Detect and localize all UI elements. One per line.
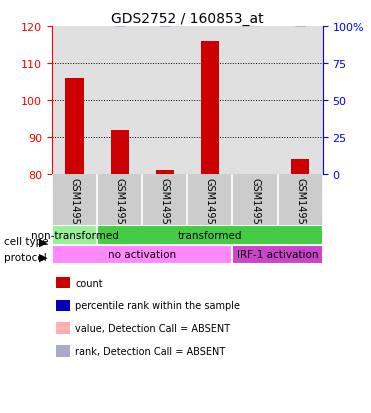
- Text: rank, Detection Call = ABSENT: rank, Detection Call = ABSENT: [75, 346, 226, 356]
- Bar: [52, 225, 97, 245]
- Text: GSM149570: GSM149570: [160, 177, 170, 236]
- Bar: [233, 245, 323, 264]
- Text: ▶: ▶: [39, 252, 47, 262]
- Bar: [156, 171, 174, 175]
- Text: no activation: no activation: [108, 249, 176, 260]
- Text: GSM149572: GSM149572: [115, 177, 125, 236]
- Bar: [97, 225, 323, 245]
- Text: ▶: ▶: [39, 237, 47, 247]
- Text: percentile rank within the sample: percentile rank within the sample: [75, 301, 240, 311]
- Text: cell type: cell type: [4, 237, 48, 247]
- Bar: [66, 78, 83, 175]
- Text: non-transformed: non-transformed: [30, 230, 118, 240]
- Text: GSM149573: GSM149573: [205, 177, 215, 236]
- Bar: [52, 245, 233, 264]
- Text: protocol: protocol: [4, 252, 46, 262]
- Text: count: count: [75, 278, 103, 288]
- Title: GDS2752 / 160853_at: GDS2752 / 160853_at: [111, 12, 264, 26]
- Bar: [201, 42, 219, 175]
- Text: value, Detection Call = ABSENT: value, Detection Call = ABSENT: [75, 323, 230, 333]
- Bar: [111, 131, 129, 175]
- Text: GSM149571: GSM149571: [250, 177, 260, 236]
- Text: GSM149574: GSM149574: [295, 177, 305, 236]
- Bar: [291, 160, 309, 175]
- Text: GSM149569: GSM149569: [69, 177, 79, 236]
- Text: IRF-1 activation: IRF-1 activation: [237, 249, 318, 260]
- Text: transformed: transformed: [178, 230, 242, 240]
